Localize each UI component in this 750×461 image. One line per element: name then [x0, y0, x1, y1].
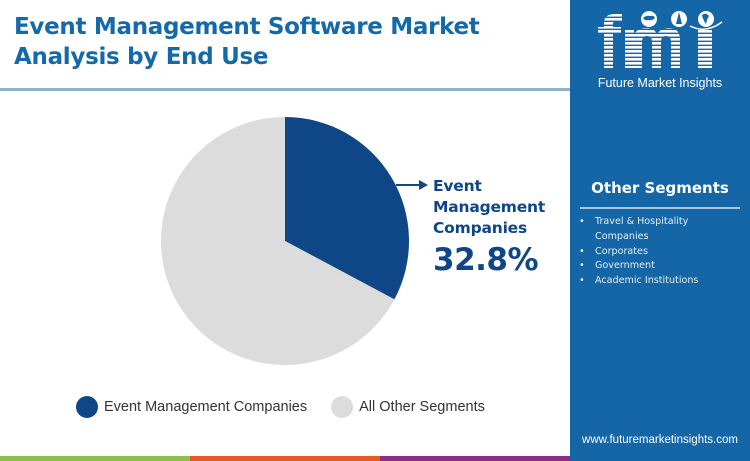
bottom-color-bar-green — [0, 456, 190, 461]
logo-tagline: Future Market Insights — [597, 76, 723, 90]
callout-label-line2: Management — [433, 198, 546, 216]
callout-label-line3: Companies — [433, 219, 528, 237]
bullet-icon: • — [579, 216, 585, 227]
sidebar: Future Market Insights Other Segments • … — [570, 0, 750, 461]
pie-slice-all-other-segments — [160, 117, 395, 365]
segment-item-academic: • Academic Institutions — [579, 274, 744, 289]
bottom-color-bar-orange — [190, 456, 380, 461]
bullet-icon: • — [579, 245, 585, 257]
bullet-icon: • — [579, 275, 585, 287]
main-panel: Event Management Software Market Analysi… — [0, 14, 570, 418]
slice-callout: Event Management Companies 32.8% — [433, 176, 563, 279]
website-link[interactable]: www.futuremarketinsights.com — [582, 434, 738, 446]
legend-item-other-segments: All Other Segments — [331, 396, 485, 418]
pie-slices — [160, 117, 409, 365]
chart-legend: Event Management Companies All Other Seg… — [76, 396, 509, 418]
legend-label: All Other Segments — [359, 399, 485, 415]
pie-chart-svg — [160, 117, 428, 365]
callout-value: 32.8% — [433, 242, 539, 278]
segment-label-cont: Companies — [595, 230, 649, 242]
segment-item-government: • Government — [579, 259, 744, 274]
segment-label: Travel & Hospitality — [595, 216, 689, 227]
other-segments-divider — [580, 207, 740, 209]
legend-swatch-other-segments — [331, 396, 354, 418]
legend-swatch-event-management — [76, 396, 98, 418]
segment-item-travel-hospitality: • Travel & Hospitality Companies — [579, 215, 744, 245]
other-segments-list: • Travel & Hospitality Companies • Corpo… — [579, 215, 744, 289]
legend-label: Event Management Companies — [104, 399, 308, 415]
segment-label: Academic Institutions — [595, 275, 699, 287]
segment-label: Corporates — [595, 245, 648, 257]
other-segments-title: Other Segments — [591, 179, 729, 197]
legend-item-event-management: Event Management Companies — [76, 396, 307, 418]
bullet-icon: • — [579, 260, 585, 272]
callout-label-line1: Event — [433, 177, 482, 195]
bottom-color-bar-purple — [380, 456, 570, 461]
page-title: Event Management Software Market Analysi… — [14, 14, 480, 70]
callout-arrow-icon — [396, 180, 428, 190]
pie-slice-event-management-companies — [285, 117, 409, 300]
fmi-logo-icon — [598, 11, 723, 68]
segment-label: Government — [595, 260, 655, 272]
fmi-logo: Future Market Insights — [570, 6, 750, 96]
pie-chart — [160, 117, 428, 365]
segment-item-corporates: • Corporates — [579, 245, 744, 260]
header-divider — [0, 88, 570, 91]
